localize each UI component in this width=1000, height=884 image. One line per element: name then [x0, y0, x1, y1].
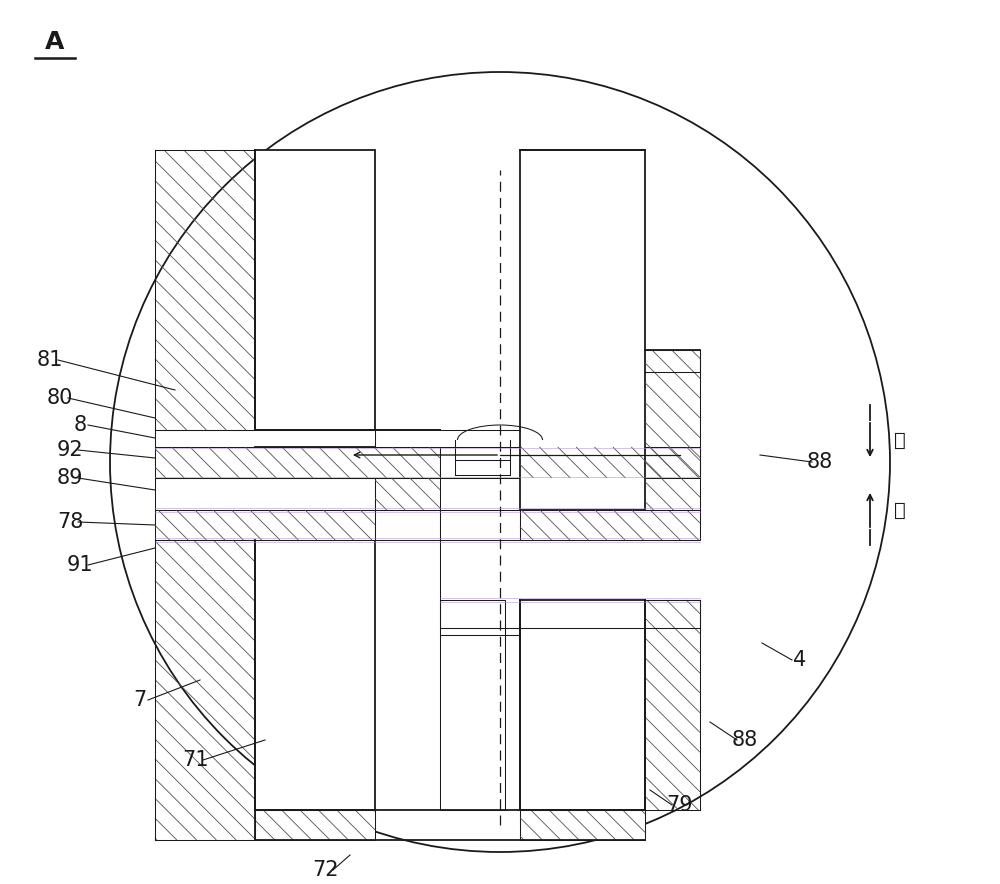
- Bar: [520, 447, 700, 478]
- Bar: [155, 447, 440, 478]
- Bar: [520, 150, 645, 510]
- Text: 8: 8: [73, 415, 87, 435]
- Text: 81: 81: [37, 350, 63, 370]
- Bar: [255, 540, 375, 810]
- Bar: [155, 430, 375, 447]
- Text: 91: 91: [67, 555, 93, 575]
- Bar: [520, 600, 645, 810]
- Text: 92: 92: [57, 440, 83, 460]
- Text: 78: 78: [57, 512, 83, 532]
- Text: 72: 72: [312, 860, 338, 880]
- Text: 71: 71: [182, 750, 208, 770]
- Text: A: A: [45, 30, 65, 54]
- Text: 88: 88: [807, 452, 833, 472]
- Bar: [255, 810, 375, 840]
- Bar: [440, 447, 520, 478]
- Bar: [520, 810, 645, 840]
- Text: 上: 上: [894, 500, 906, 520]
- Bar: [155, 478, 375, 510]
- Bar: [520, 510, 700, 540]
- Bar: [440, 510, 520, 540]
- Text: 79: 79: [667, 795, 693, 815]
- Text: 下: 下: [894, 431, 906, 449]
- Text: 89: 89: [57, 468, 83, 488]
- Bar: [440, 600, 505, 810]
- Text: 4: 4: [793, 650, 807, 670]
- Bar: [255, 150, 375, 430]
- Text: 88: 88: [732, 730, 758, 750]
- Bar: [375, 478, 440, 510]
- Bar: [375, 510, 440, 540]
- Text: 7: 7: [133, 690, 147, 710]
- Text: 80: 80: [47, 388, 73, 408]
- Bar: [155, 510, 375, 540]
